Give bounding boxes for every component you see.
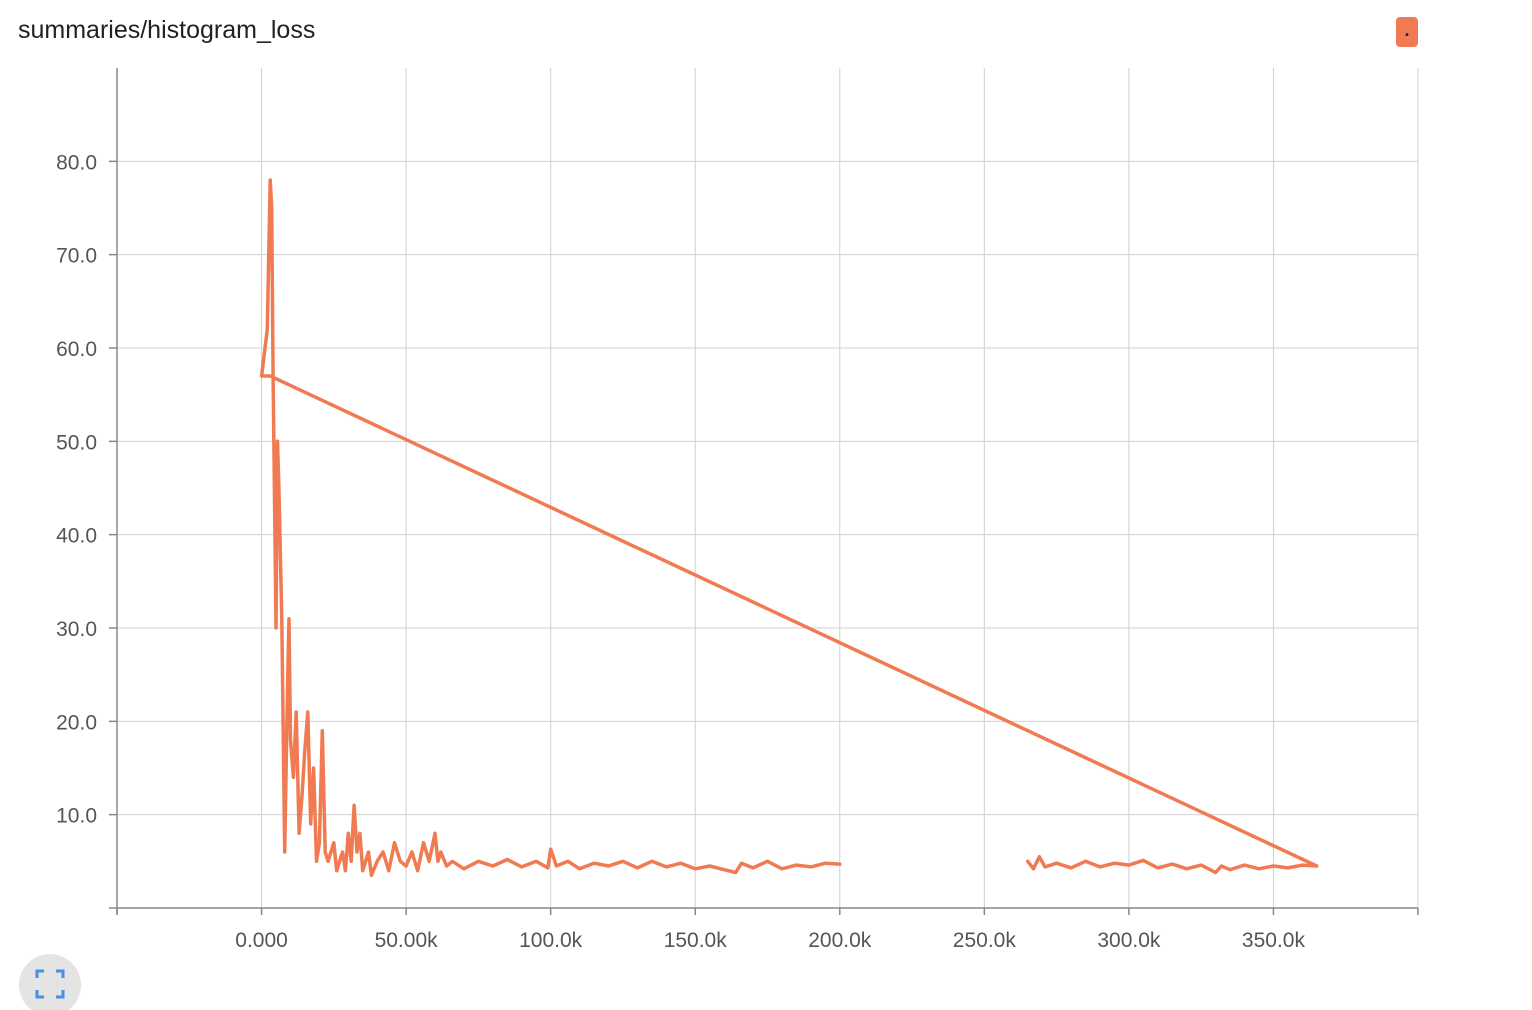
series-layer bbox=[259, 178, 1319, 878]
y-tick-label: 10.0 bbox=[56, 805, 97, 828]
y-tick-label: 30.0 bbox=[56, 618, 97, 641]
x-tick-label: 0.000 bbox=[235, 929, 288, 950]
y-tick-label: 50.0 bbox=[56, 431, 97, 454]
y-tick-label: 20.0 bbox=[56, 711, 97, 734]
chart-title: summaries/histogram_loss bbox=[18, 16, 316, 44]
y-tick-label: 80.0 bbox=[56, 151, 97, 174]
x-tick-label: 300.0k bbox=[1097, 929, 1161, 950]
chart-plot: 0.000 50.00k 100.0k 150.0k 200.0k 250.0k 300.0… bbox=[56, 68, 1419, 950]
y-tick-label: 60.0 bbox=[56, 338, 97, 361]
x-tick-label: 200.0k bbox=[808, 929, 872, 950]
x-tick-label: 250.0k bbox=[953, 929, 1017, 950]
series-line bbox=[259, 178, 1319, 878]
legend-chip[interactable]: . bbox=[1396, 17, 1418, 47]
axes bbox=[109, 68, 1419, 915]
x-tick-label: 350.0k bbox=[1242, 929, 1306, 950]
x-tick-label: 50.00k bbox=[375, 929, 439, 950]
x-tick-label: 150.0k bbox=[664, 929, 728, 950]
fullscreen-icon bbox=[35, 969, 65, 999]
fullscreen-button[interactable] bbox=[19, 954, 81, 1010]
y-tick-label: 40.0 bbox=[56, 525, 97, 548]
tick-labels: 0.000 50.00k 100.0k 150.0k 200.0k 250.0k 300.0… bbox=[56, 151, 1305, 950]
y-tick-label: 70.0 bbox=[56, 245, 97, 268]
x-tick-label: 100.0k bbox=[519, 929, 583, 950]
